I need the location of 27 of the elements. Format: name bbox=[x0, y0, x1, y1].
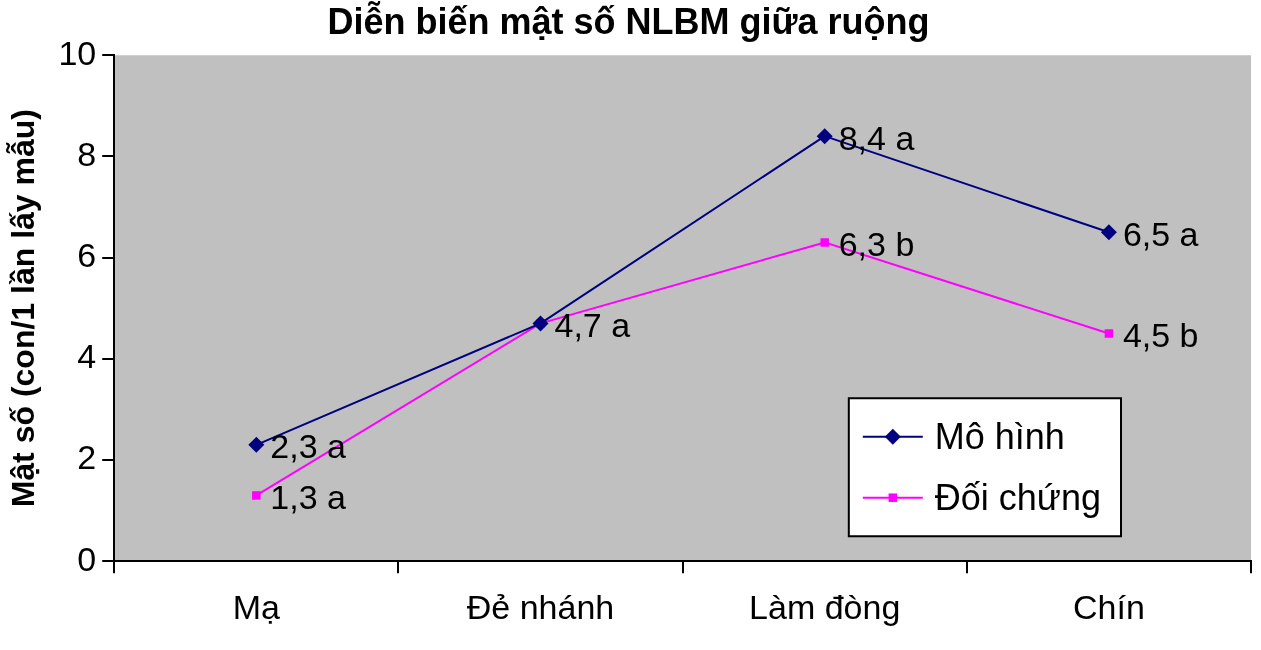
point bbox=[820, 238, 829, 247]
x-tick-label: Chín bbox=[1072, 587, 1145, 626]
y-axis-title: Mật số (con/1 lần lấy mẫu) bbox=[5, 109, 42, 508]
data-label: 4,7 a bbox=[554, 305, 631, 344]
y-tick-label: 4 bbox=[77, 337, 97, 376]
y-tick-label: 10 bbox=[58, 33, 97, 72]
point bbox=[252, 491, 261, 500]
x-tick-label: Đẻ nhánh bbox=[466, 587, 615, 626]
point bbox=[816, 128, 833, 145]
x-tick-label: Làm đòng bbox=[749, 587, 901, 626]
x-tick-label: Mạ bbox=[232, 587, 281, 626]
y-tick-label: 2 bbox=[77, 438, 97, 477]
data-label: 6,5 a bbox=[1122, 214, 1199, 253]
point bbox=[532, 315, 549, 332]
legend-label: Mô hình bbox=[934, 415, 1065, 457]
data-label: 1,3 a bbox=[270, 477, 347, 516]
point bbox=[1100, 224, 1117, 241]
chart-title: Diễn biến mật số NLBM giữa ruộng bbox=[327, 0, 930, 42]
point bbox=[248, 436, 265, 453]
data-label: 8,4 a bbox=[838, 118, 915, 157]
point bbox=[1104, 329, 1114, 338]
data-label: 6,3 b bbox=[838, 224, 915, 263]
data-label: 4,5 b bbox=[1122, 315, 1199, 354]
y-tick-label: 0 bbox=[77, 539, 97, 578]
legend-label: Đối chứng bbox=[934, 476, 1101, 518]
y-tick-label: 8 bbox=[77, 134, 97, 173]
y-tick-label: 6 bbox=[77, 235, 97, 274]
